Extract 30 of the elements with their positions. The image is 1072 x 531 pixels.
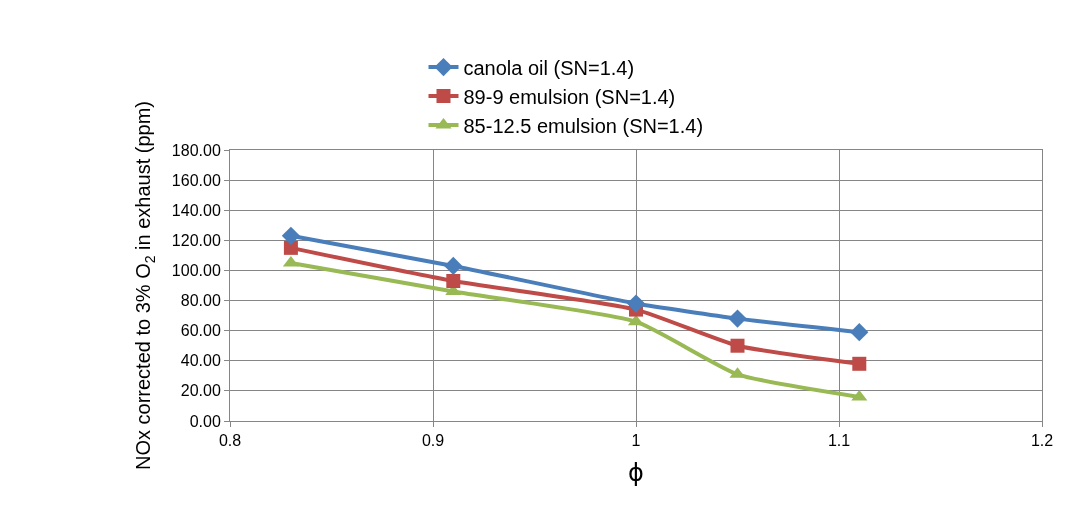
point <box>281 226 300 245</box>
point <box>851 389 868 401</box>
point <box>282 255 299 267</box>
legend-label: 85-12.5 emulsion (SN=1.4) <box>463 114 704 137</box>
y-tick-label: 120.00 <box>171 231 221 249</box>
y-tick-label: 40.00 <box>180 352 221 370</box>
y-tick-label: 0.00 <box>189 412 221 430</box>
point <box>626 294 646 313</box>
point <box>730 338 745 353</box>
y-tick-label: 180.00 <box>171 141 221 159</box>
point <box>850 323 869 342</box>
y-tick-label: 100.00 <box>171 262 221 280</box>
point <box>446 273 461 288</box>
y-tick-label: 60.00 <box>180 322 221 340</box>
y-tick-label: 20.00 <box>180 382 221 400</box>
y-tick-label: 80.00 <box>180 292 221 310</box>
x-tick-label: 1.2 <box>1030 432 1054 450</box>
y-tick-label: 160.00 <box>171 171 221 189</box>
point <box>444 256 463 276</box>
y-tick-label: 140.00 <box>171 201 221 219</box>
legend-label: canola oil (SN=1.4) <box>463 56 635 79</box>
x-axis-title: ϕ <box>628 458 644 487</box>
point <box>852 356 867 371</box>
point <box>728 309 747 328</box>
x-tick-label: 0.9 <box>421 432 445 450</box>
x-tick-label: 1.1 <box>827 432 851 450</box>
point <box>283 240 298 255</box>
x-tick-label: 1 <box>631 432 641 450</box>
x-tick-label: 0.8 <box>218 432 242 450</box>
legend-label: 89-9 emulsion (SN=1.4) <box>463 85 676 108</box>
